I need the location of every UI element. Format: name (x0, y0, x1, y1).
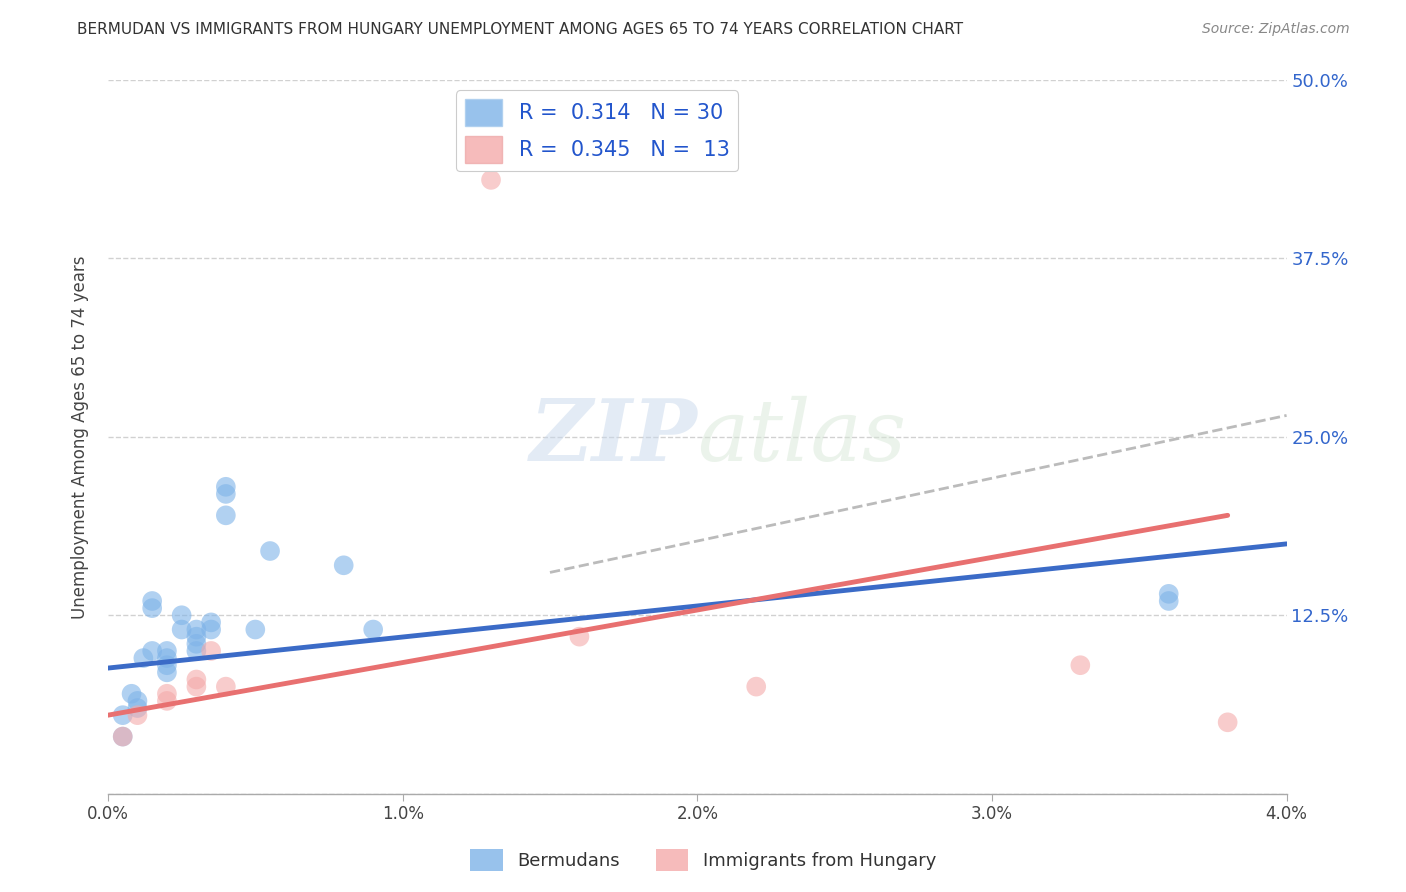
Point (479, 173, 502, 187)
Text: atlas: atlas (697, 395, 907, 478)
Point (127, 701, 149, 715)
Point (1157, 587, 1180, 601)
Point (1069, 658, 1091, 673)
Point (200, 644, 222, 658)
Point (215, 480, 238, 494)
Point (121, 687, 143, 701)
Point (215, 487, 238, 501)
Point (111, 708, 134, 723)
Point (141, 601, 163, 615)
Point (186, 623, 208, 637)
Point (170, 623, 193, 637)
Point (200, 615, 222, 630)
Point (132, 651, 155, 665)
Point (1157, 594, 1180, 608)
Point (332, 558, 354, 573)
Point (186, 644, 208, 658)
Point (156, 694, 179, 708)
Legend: R =  0.314   N = 30, R =  0.345   N =  13: R = 0.314 N = 30, R = 0.345 N = 13 (457, 90, 738, 171)
Point (170, 608, 193, 623)
Point (745, 680, 768, 694)
Point (156, 665, 179, 680)
Text: ZIP: ZIP (530, 395, 697, 479)
Point (259, 544, 281, 558)
Point (245, 623, 267, 637)
Point (156, 644, 179, 658)
Point (127, 708, 149, 723)
Point (186, 680, 208, 694)
Point (111, 730, 134, 744)
Point (1216, 715, 1239, 730)
Point (127, 694, 149, 708)
Point (156, 687, 179, 701)
Text: BERMUDAN VS IMMIGRANTS FROM HUNGARY UNEMPLOYMENT AMONG AGES 65 TO 74 YEARS CORRE: BERMUDAN VS IMMIGRANTS FROM HUNGARY UNEM… (77, 22, 963, 37)
Point (215, 508, 238, 523)
Point (361, 623, 384, 637)
Point (215, 680, 238, 694)
Point (141, 594, 163, 608)
Y-axis label: Unemployment Among Ages 65 to 74 years: Unemployment Among Ages 65 to 74 years (72, 255, 89, 618)
Point (186, 630, 208, 644)
Point (200, 623, 222, 637)
Point (568, 630, 591, 644)
Text: Source: ZipAtlas.com: Source: ZipAtlas.com (1202, 22, 1350, 37)
Legend: Bermudans, Immigrants from Hungary: Bermudans, Immigrants from Hungary (463, 842, 943, 879)
Point (111, 730, 134, 744)
Point (141, 644, 163, 658)
Point (186, 637, 208, 651)
Point (186, 673, 208, 687)
Point (156, 651, 179, 665)
Point (156, 658, 179, 673)
